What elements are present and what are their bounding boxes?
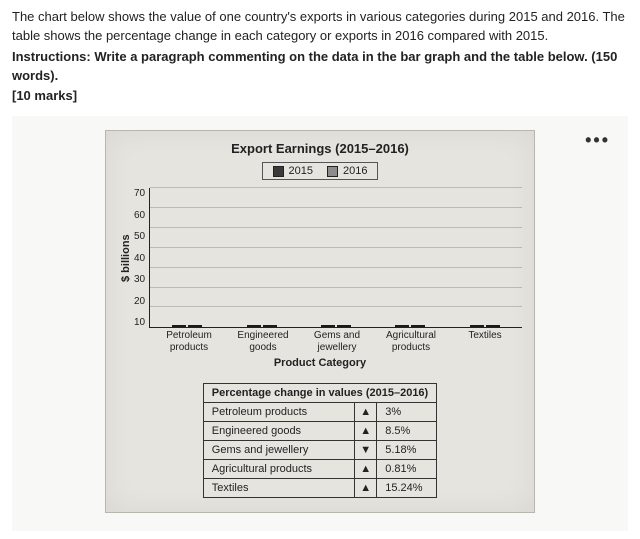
table-category: Petroleum products (203, 403, 354, 422)
bar-2015 (247, 325, 261, 327)
arrow-up-icon: ▲ (355, 460, 377, 479)
figure-container: ••• Export Earnings (2015–2016) 2015 201… (12, 116, 628, 531)
bar-group (448, 325, 522, 327)
x-axis-ticks: PetroleumproductsEngineeredgoodsGems and… (152, 330, 522, 353)
x-tick: Engineeredgoods (226, 330, 300, 353)
legend-item-2015: 2015 (273, 165, 313, 177)
bar-group (150, 325, 224, 327)
more-options-icon[interactable]: ••• (585, 130, 610, 151)
arrow-up-icon: ▲ (355, 422, 377, 441)
chart-legend: 2015 2016 (262, 162, 379, 180)
legend-swatch-2016 (327, 166, 338, 177)
table-row: Textiles▲15.24% (203, 479, 436, 498)
table-value: 5.18% (377, 441, 437, 460)
chart-title: Export Earnings (2015–2016) (118, 141, 522, 156)
table-row: Engineered goods▲8.5% (203, 422, 436, 441)
arrow-up-icon: ▲ (355, 479, 377, 498)
plot-area (149, 188, 522, 328)
x-tick: Petroleumproducts (152, 330, 226, 353)
legend-item-2016: 2016 (327, 165, 367, 177)
table-value: 15.24% (377, 479, 437, 498)
x-tick: Textiles (448, 330, 522, 353)
y-tick: 30 (134, 274, 145, 285)
x-tick: Gems andjewellery (300, 330, 374, 353)
prompt-line-1: The chart below shows the value of one c… (12, 8, 628, 46)
grid-line (150, 247, 522, 248)
bar-2016 (263, 325, 277, 327)
table-row: Petroleum products▲3% (203, 403, 436, 422)
y-tick: 70 (134, 188, 145, 199)
table-row: Gems and jewellery▼5.18% (203, 441, 436, 460)
bar-2016 (337, 325, 351, 327)
grid-line (150, 227, 522, 228)
bar-2015 (321, 325, 335, 327)
legend-swatch-2015 (273, 166, 284, 177)
table-category: Textiles (203, 479, 354, 498)
table-category: Gems and jewellery (203, 441, 354, 460)
arrow-down-icon: ▼ (355, 441, 377, 460)
table-value: 8.5% (377, 422, 437, 441)
percentage-change-table: Percentage change in values (2015–2016) … (203, 383, 437, 498)
table-category: Agricultural products (203, 460, 354, 479)
y-tick: 50 (134, 231, 145, 242)
question-prompt: The chart below shows the value of one c… (12, 8, 628, 106)
grid-line (150, 287, 522, 288)
y-tick: 60 (134, 210, 145, 221)
table-row: Agricultural products▲0.81% (203, 460, 436, 479)
bar-group (299, 325, 373, 327)
grid-line (150, 187, 522, 188)
bar-2015 (470, 325, 484, 327)
x-axis-label: Product Category (118, 357, 522, 369)
grid-line (150, 267, 522, 268)
prompt-marks: [10 marks] (12, 87, 628, 106)
y-tick: 20 (134, 296, 145, 307)
y-tick: 10 (134, 317, 145, 328)
y-axis-label: $ billions (118, 188, 134, 328)
bar-2015 (172, 325, 186, 327)
table-category: Engineered goods (203, 422, 354, 441)
arrow-up-icon: ▲ (355, 403, 377, 422)
bar-group (225, 325, 299, 327)
x-tick: Agriculturalproducts (374, 330, 448, 353)
prompt-instructions: Instructions: Write a paragraph commenti… (12, 48, 628, 86)
table-value: 0.81% (377, 460, 437, 479)
table-value: 3% (377, 403, 437, 422)
bar-2016 (188, 325, 202, 327)
legend-label-2016: 2016 (343, 165, 367, 177)
grid-line (150, 306, 522, 307)
table-title: Percentage change in values (2015–2016) (203, 384, 436, 403)
bar-group (373, 325, 447, 327)
bar-2015 (395, 325, 409, 327)
grid-line (150, 207, 522, 208)
bar-2016 (486, 325, 500, 327)
y-tick: 40 (134, 253, 145, 264)
y-axis-ticks: 70 60 50 40 30 20 10 (134, 188, 149, 328)
bar-2016 (411, 325, 425, 327)
chart-panel: Export Earnings (2015–2016) 2015 2016 $ … (105, 130, 535, 513)
legend-label-2015: 2015 (289, 165, 313, 177)
